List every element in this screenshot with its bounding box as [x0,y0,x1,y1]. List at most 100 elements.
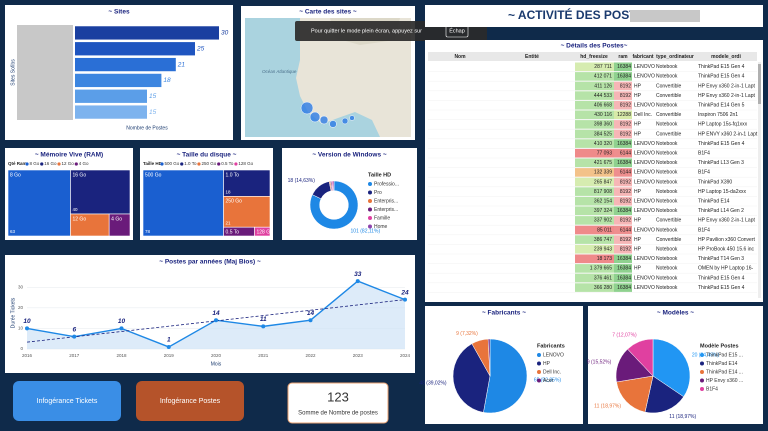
table-cell: 421 675 [594,160,612,166]
cell-bg [614,235,632,244]
cell-bg [575,120,614,129]
table-cell: LENOVO [634,179,655,185]
treemap-tile [254,226,271,237]
table-cell: Dell Inc. [634,112,652,118]
table-cell: HP [634,83,642,89]
table-cell: LENOVO [634,141,655,147]
cell-bg [614,148,632,158]
table-cell: ThinkPad L14 Gen 2 [698,208,744,214]
cell-bg [614,100,632,110]
table-cell: ThinkPad X390 [698,179,732,185]
legend-title: Modèle Postes [700,343,739,349]
map-bubble [329,120,337,128]
legend-label: HP [543,361,551,367]
cell-bg [575,168,614,177]
table-cell: 6144 [620,227,631,233]
table-cell: Notebook [656,151,678,157]
table-cell: HP Pavilion x360 Convert [698,237,755,243]
cell-bg [614,283,632,292]
legend-label: Enterpris... [374,207,398,213]
cell-bg [614,139,632,148]
table-cell: Notebook [656,160,678,166]
cell-bg [614,254,632,264]
table-title: ~ Détails des Postes~ [561,43,628,50]
legend-label: 0.5 To [221,161,234,166]
cell-bg [575,139,614,148]
pie-label: 65 (52,85%) [534,377,562,383]
table-cell: HP [634,131,642,137]
table-cell: ThinkPad E15 Gen 4 [698,275,745,281]
point-label: 10 [118,318,126,325]
point-label: 11 [260,316,267,323]
table-cell: ThinkPad E15 Gen 4 [698,64,745,70]
point [25,326,29,331]
map-bubble [319,115,329,125]
legend-label: 500 Go [165,161,180,166]
x-tick-label: 2017 [69,353,80,358]
button[interactable] [13,381,121,421]
cell-bg [575,283,614,292]
pie-slice [487,338,491,377]
legend-swatch [57,162,61,166]
table-cell: HP [634,266,642,272]
map-bubble [349,115,355,121]
table-cell: HP Envy x360 2-in-1 Lapt [698,83,755,89]
point [72,334,77,339]
legend-swatch [368,216,372,220]
table-cell: HP [634,189,642,195]
cell-bg [575,62,614,72]
treemap-tile [7,169,71,237]
table-cell: 412 071 [594,74,612,80]
x-tick-label: 2021 [258,353,269,358]
table-cell: 132 339 [594,170,612,176]
button[interactable] [136,381,244,421]
column-header: Entité [525,54,539,60]
cell-bg [614,110,632,120]
button-label[interactable]: Infogérance Tickets [37,398,98,405]
cell-bg [575,177,614,187]
tile-label: 0.5 To [226,230,240,236]
category-redaction [17,25,73,120]
table-cell: 397 324 [594,208,612,214]
cell-bg [614,273,632,283]
legend-label: Pro [374,190,382,196]
table-cell: 8192 [620,122,631,128]
x-tick-label: 2022 [305,353,316,358]
button-label[interactable]: Infogérance Postes [160,398,221,405]
table-cell: 384 525 [594,131,612,137]
legend-label: 8 Go [30,161,40,166]
cell-bg [614,62,632,72]
table-header [428,52,757,61]
area [27,281,405,349]
legend-swatch [25,162,29,166]
table-cell: LENOVO [634,199,655,205]
table-cell: 8192 [620,83,631,89]
table-cell: 8192 [620,247,631,253]
table-cell: Notebook [656,189,678,195]
table-cell: Notebook [656,199,678,205]
table-cell: LENOVO [634,227,655,233]
y-tick-label: 20 [18,305,24,310]
tile-label: 16 Go [72,172,86,178]
point-label: 10 [23,318,31,325]
legend-swatch [74,162,78,166]
cell-bg [614,81,632,91]
tile-value: 18 [226,190,232,195]
card-label: Somme de Nombre de postes [298,411,378,417]
bar [75,105,147,119]
table-cell: HP [634,218,642,224]
column-header: hd_freesize [580,54,608,60]
legend-swatch [368,199,372,203]
table-cell: LENOVO [634,275,655,281]
panel-title: ~ Modèles ~ [657,310,694,317]
header-redaction [630,10,700,22]
point [119,326,124,331]
y-tick-label: 0 [20,346,23,351]
legend-label: ThinkPad E14 [706,361,738,367]
column-header: modele_ordi [711,54,741,60]
table-cell: 265 847 [594,179,612,185]
table-cell: 337 902 [594,218,612,224]
x-tick-label: 2019 [164,353,175,358]
table-cell: 239 943 [594,247,612,253]
cell-bg [614,158,632,168]
